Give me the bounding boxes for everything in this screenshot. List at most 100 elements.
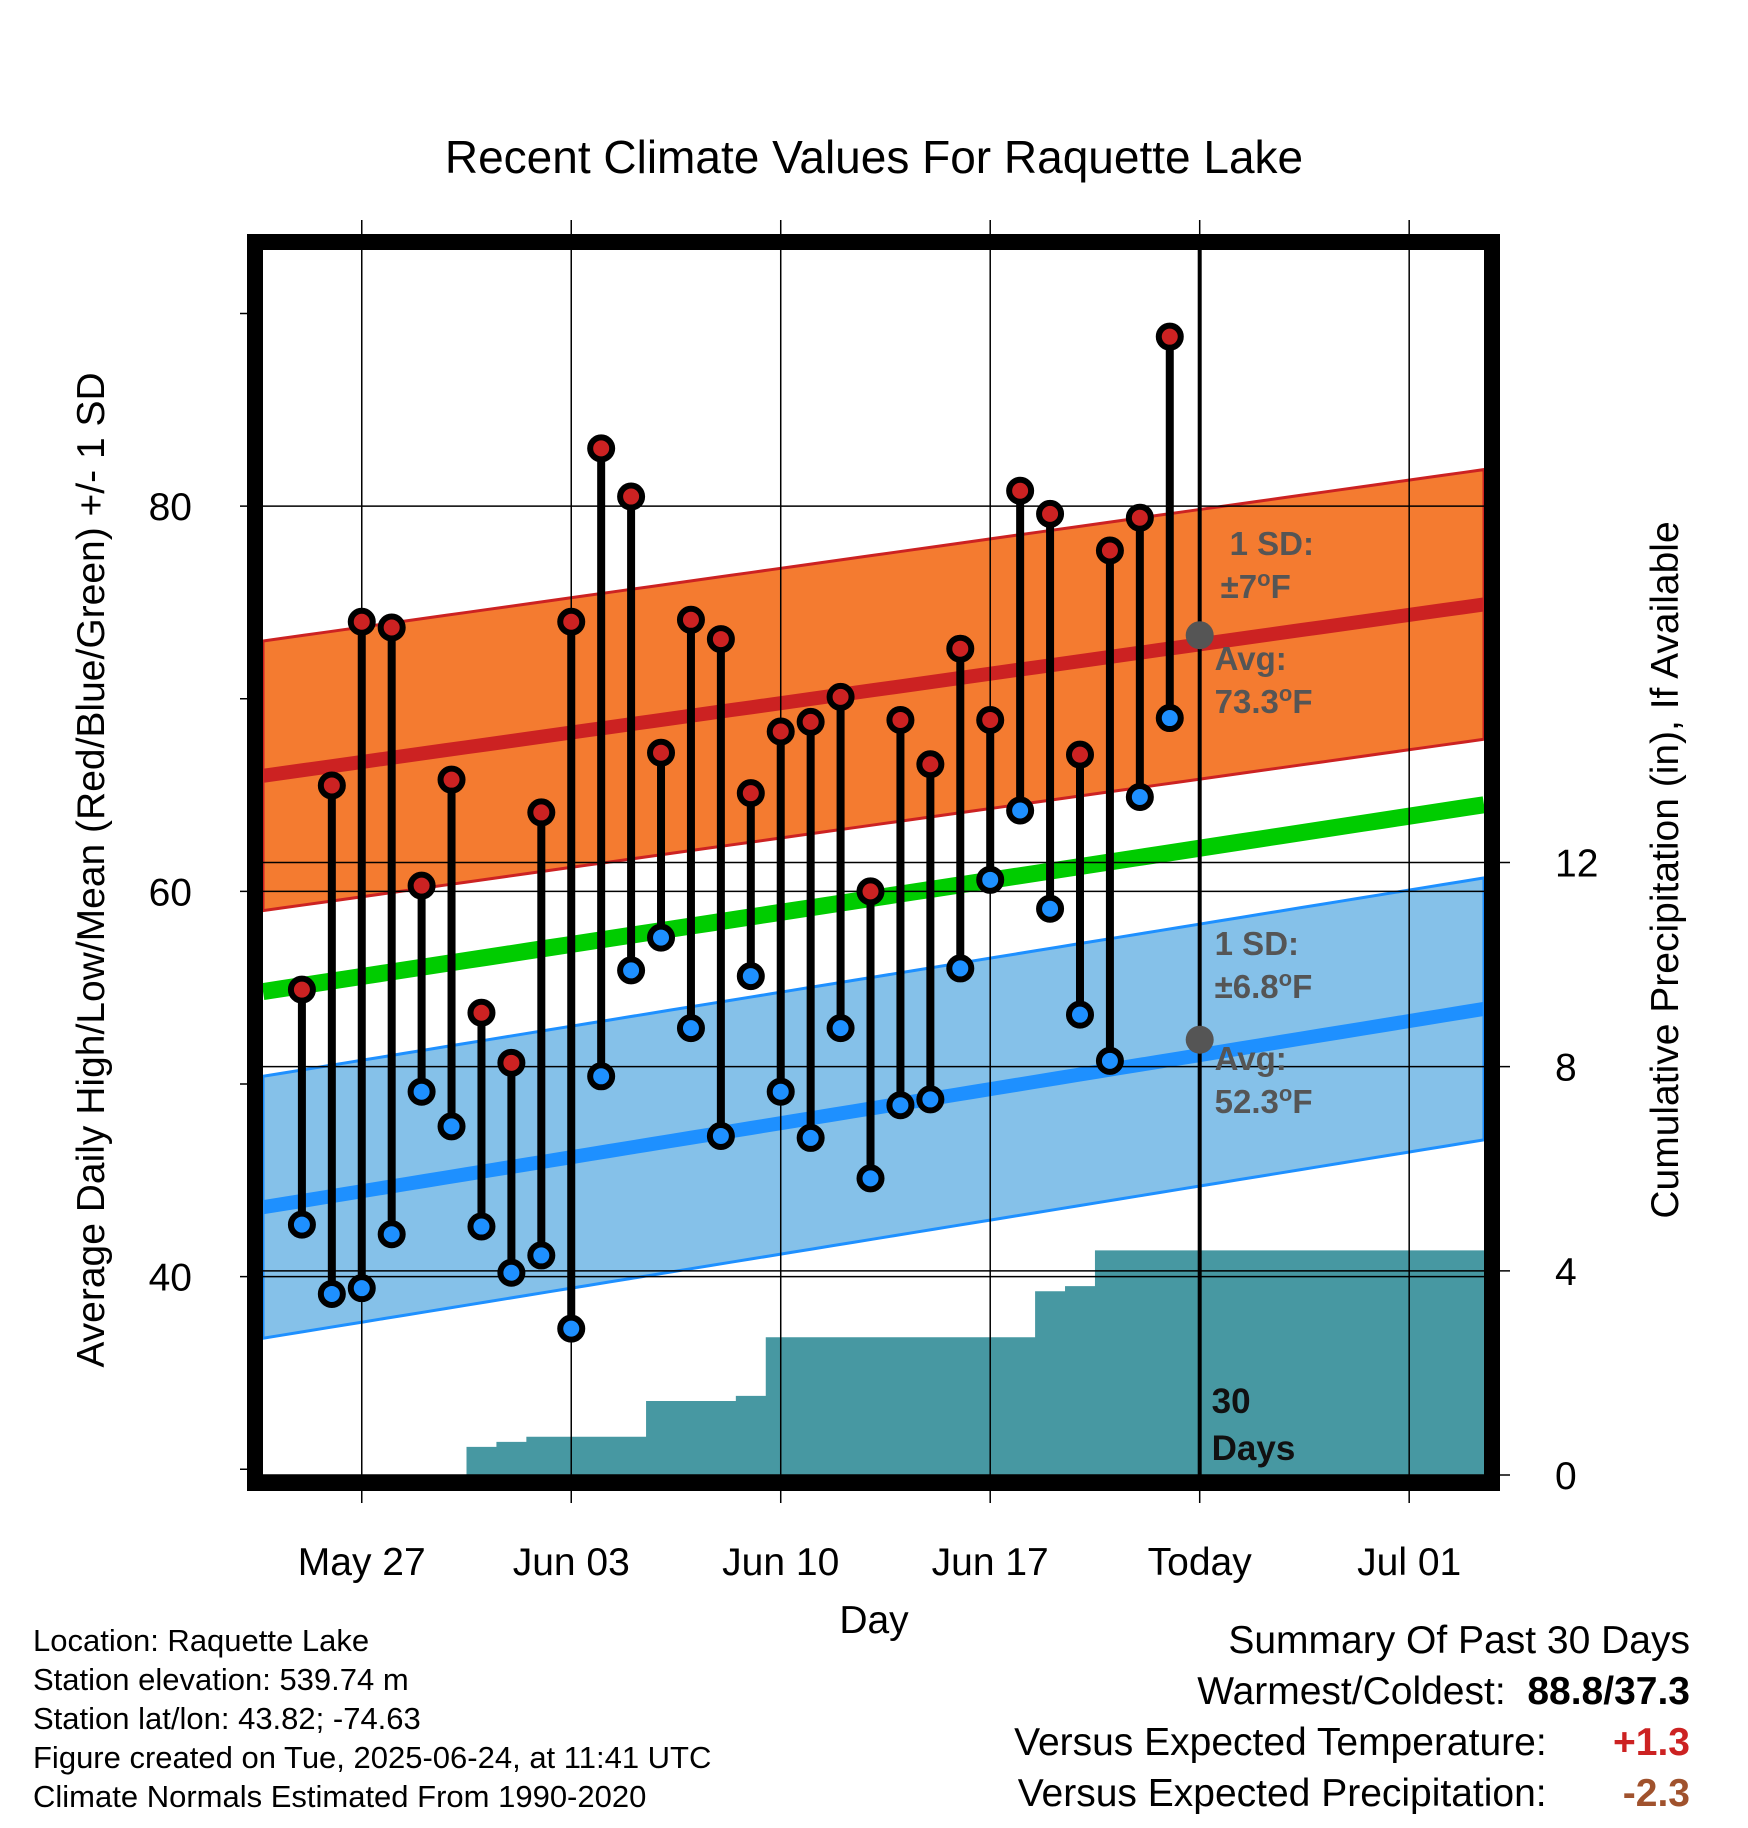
daily-high-point [676, 605, 705, 634]
daily-low-point [1065, 1000, 1094, 1029]
daily-high-point [1006, 476, 1035, 505]
low-avg-value: 52.3oF [1215, 1081, 1313, 1120]
daily-high-point [437, 765, 466, 794]
daily-high-point [916, 750, 945, 779]
plot-area: 1 SD: ±7oF Avg: 73.3oF 1 SD: ±6.8oF Avg: 52.3oF… [149, 220, 1598, 1584]
x-tick-label: Jul 01 [1357, 1541, 1461, 1584]
low-avg-label: Avg: [1215, 1040, 1287, 1077]
observations [287, 322, 1184, 1343]
daily-low-point [946, 954, 975, 983]
normal-high-line [263, 597, 1484, 783]
daily-high-point [467, 998, 496, 1027]
high-sd-label: 1 SD: [1230, 525, 1314, 562]
elevation-text: Station elevation: 539.74 m [33, 1662, 409, 1697]
daily-low-point [1036, 894, 1065, 923]
y2-axis-label: Cumulative Precipitation (in), If Availa… [1644, 521, 1687, 1218]
daily-low-point [317, 1279, 346, 1308]
summary-warm-cold: Warmest/Coldest: 88.8/37.3 [1014, 1666, 1690, 1717]
daily-high-point [826, 682, 855, 711]
x-tick-label: Jun 03 [513, 1541, 630, 1584]
y-tick-label: 40 [149, 1257, 192, 1300]
daily-low-point [437, 1112, 466, 1141]
summary-temp: Versus Expected Temperature: +1.3 [1014, 1717, 1690, 1768]
y2-tick-label: 0 [1555, 1455, 1577, 1498]
daily-low-point [976, 865, 1005, 894]
precip-period-number: 30 [1212, 1382, 1251, 1421]
cumulative-precip-area [263, 1250, 1484, 1475]
x-tick-label: Today [1148, 1541, 1253, 1584]
daily-high-point [1036, 499, 1065, 528]
daily-low-point [287, 1210, 316, 1239]
chart-title: Recent Climate Values For Raquette Lake [445, 131, 1303, 183]
x-tick-label: Jun 17 [932, 1541, 1049, 1584]
temp-label: Versus Expected Temperature: [1014, 1721, 1547, 1764]
x-axis-label: Day [839, 1599, 909, 1642]
daily-low-point [1006, 796, 1035, 825]
daily-low-point [377, 1220, 406, 1249]
precip-label: Versus Expected Precipitation: [1017, 1772, 1547, 1815]
daily-low-point [1155, 704, 1184, 733]
daily-high-point [976, 705, 1005, 734]
daily-low-point [1125, 783, 1154, 812]
plot-frame [247, 234, 1500, 1491]
station-info: Location: Raquette Lake Station elevatio… [33, 1621, 711, 1816]
daily-high-point [1125, 503, 1154, 532]
y-axis-label: Average Daily High/Low/Mean (Red/Blue/Gr… [70, 372, 113, 1367]
high-sd-value: ±7oF [1221, 566, 1291, 605]
daily-low-point [916, 1085, 945, 1114]
y2-tick-label: 12 [1555, 843, 1598, 886]
daily-high-point [856, 877, 885, 906]
daily-low-point [407, 1077, 436, 1106]
daily-low-point [587, 1062, 616, 1091]
daily-high-point [706, 625, 735, 654]
daily-high-point [347, 607, 376, 636]
daily-high-point [587, 434, 616, 463]
precip-period-unit: Days [1212, 1429, 1296, 1468]
y-tick-label: 60 [149, 871, 192, 914]
location-text: Location: Raquette Lake [33, 1623, 370, 1658]
daily-low-point [617, 956, 646, 985]
daily-low-point [736, 962, 765, 991]
daily-low-point [497, 1258, 526, 1287]
x-tick-label: May 27 [298, 1541, 426, 1584]
y-tick-label: 80 [149, 486, 192, 529]
created-text: Figure created on Tue, 2025-06-24, at 11… [33, 1740, 712, 1775]
daily-low-point [856, 1164, 885, 1193]
low-sd-label: 1 SD: [1215, 925, 1299, 962]
daily-high-point [1065, 740, 1094, 769]
daily-high-point [946, 634, 975, 663]
summary-precip: Versus Expected Precipitation: -2.3 [1014, 1768, 1690, 1819]
y2-tick-label: 4 [1555, 1251, 1577, 1294]
daily-high-point [736, 779, 765, 808]
high-avg-label: Avg: [1215, 640, 1287, 677]
daily-low-point [557, 1314, 586, 1343]
daily-high-point [287, 975, 316, 1004]
daily-high-point [557, 607, 586, 636]
daily-low-point [676, 1014, 705, 1043]
precip-value: -2.3 [1622, 1772, 1690, 1815]
daily-low-point [796, 1123, 825, 1152]
daily-low-point [1095, 1046, 1124, 1075]
daily-high-point [377, 613, 406, 642]
daily-low-point [527, 1241, 556, 1270]
x-tick-label: Jun 10 [722, 1541, 839, 1584]
today-low-avg-marker [1185, 1025, 1214, 1054]
low-sd-value: ±6.8oF [1215, 966, 1313, 1005]
daily-high-point [617, 482, 646, 511]
daily-high-point [1095, 536, 1124, 565]
daily-low-point [467, 1212, 496, 1241]
daily-high-point [886, 705, 915, 734]
high-avg-value: 73.3oF [1215, 681, 1313, 720]
daily-high-point [796, 707, 825, 736]
daily-low-point [347, 1274, 376, 1303]
normals-text: Climate Normals Estimated From 1990-2020 [33, 1779, 647, 1814]
daily-high-point [527, 798, 556, 827]
daily-high-point [317, 771, 346, 800]
summary-title: Summary Of Past 30 Days [1228, 1619, 1690, 1662]
temp-value: +1.3 [1613, 1721, 1690, 1764]
daily-high-point [497, 1048, 526, 1077]
daily-low-point [706, 1122, 735, 1151]
y2-tick-label: 8 [1555, 1047, 1577, 1090]
warm-cold-value: 88.8/37.3 [1527, 1670, 1690, 1713]
